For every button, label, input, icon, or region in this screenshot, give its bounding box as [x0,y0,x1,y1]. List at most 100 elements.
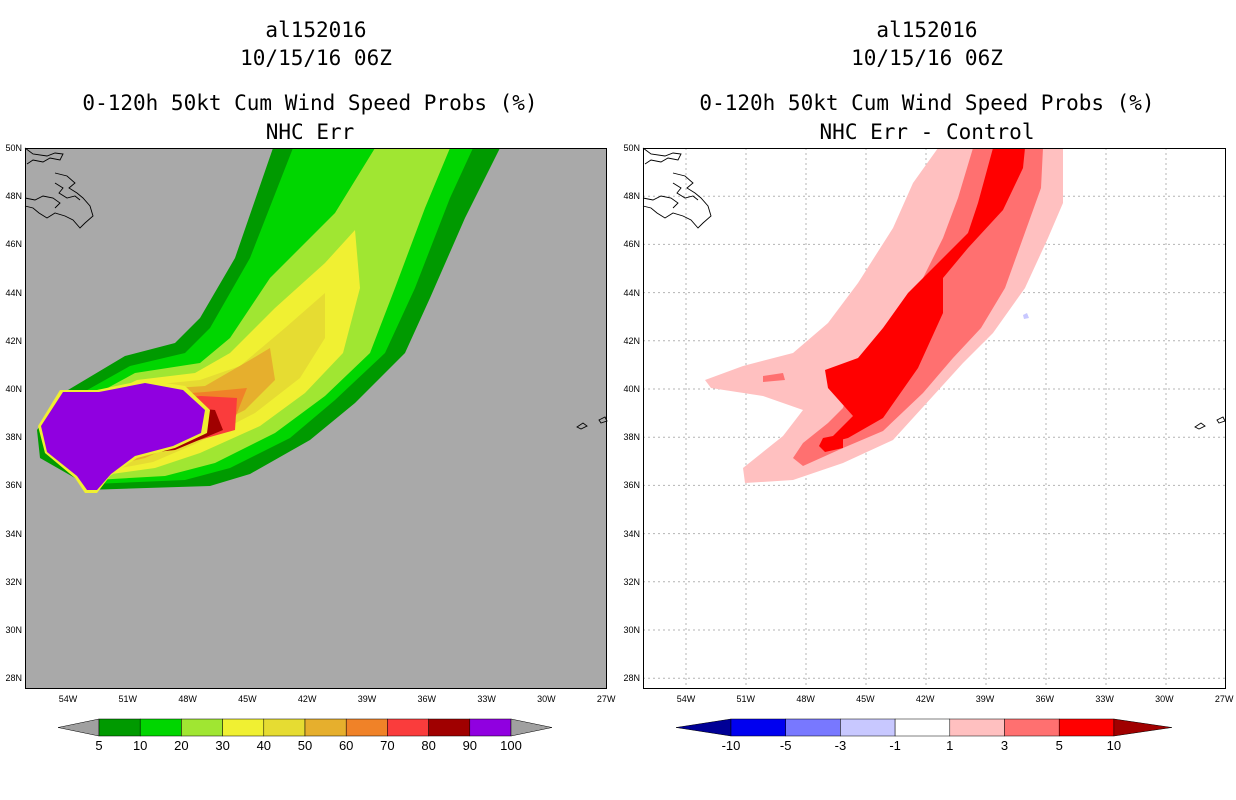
left-colorbar-label: 80 [421,738,436,753]
right-colorbar-label: -1 [889,738,901,753]
lat-tick-label: 46N [623,239,640,250]
right-colorbar-label: 1 [946,738,954,753]
lon-tick-label: 42W [297,694,317,704]
right-title-date: 10/15/16 06Z [851,46,1003,70]
left-colorbar-swatch [428,718,471,737]
left-colorbar-label: 5 [95,738,103,753]
left-title-date: 10/15/16 06Z [240,46,392,70]
left-colorbar-swatch [387,718,429,737]
left-colorbar-label: 20 [174,738,189,753]
right-colorbar-swatch [1004,718,1060,737]
left-colorbar-swatch [345,718,388,737]
left-map-panel [24,147,608,689]
right-colorbar-label: 10 [1106,738,1122,753]
lat-tick-label: 48N [623,191,640,202]
lon-tick-label: 33W [477,694,496,704]
lon-tick-label: 30W [1155,694,1174,704]
lat-tick-label: 32N [5,576,22,587]
right-colorbar-swatch [785,718,841,737]
left-colorbar-swatch [98,718,141,737]
lon-tick-label: 54W [676,694,696,704]
lat-tick-label: 40N [5,384,22,394]
right-title-product: 0-120h 50kt Cum Wind Speed Probs (%) [699,91,1155,115]
left-map-border [25,148,607,689]
left-title-product: 0-120h 50kt Cum Wind Speed Probs (%) [82,91,538,115]
lat-tick-label: 30N [5,625,22,635]
newfoundland-coastline [642,147,712,229]
lat-tick-label: 28N [5,673,22,684]
lon-tick-label: 33W [1095,694,1114,704]
right-colorbar [675,718,1172,737]
lat-tick-label: 42N [623,335,640,346]
right-colorbar-low-arrow [675,718,732,737]
lon-tick-label: 45W [238,694,257,704]
lon-tick-label: 54W [58,694,78,704]
azores-islands [576,416,608,430]
left-colorbar-low-arrow [57,718,100,737]
lat-tick-label: 32N [623,576,640,587]
lon-tick-label: 36W [1035,694,1055,704]
left-colorbar-label: 90 [462,738,478,753]
right-colorbar-label: -5 [779,738,792,753]
contour-minus-1-patch [1023,313,1029,319]
right-map-border [643,148,1226,689]
left-title-subtitle: NHC Err [265,120,355,144]
lat-lon-gridlines [643,148,1226,689]
right-colorbar-label: 5 [1055,738,1063,753]
contour-plus-3-patch [763,373,785,382]
lat-tick-label: 44N [5,287,22,298]
lon-tick-label: 48W [178,694,197,704]
lat-tick-label: 50N [623,143,640,153]
right-colorbar-swatch [894,718,951,737]
left-title-storm-id: al152016 [265,18,367,42]
left-colorbar [57,718,553,737]
lon-tick-label: 39W [357,694,377,704]
right-colorbar-swatch [949,718,1005,737]
right-difference-map [642,147,1226,689]
lat-tick-label: 34N [5,528,22,539]
contour-plus-5 [825,148,1025,444]
right-colorbar-swatch [1058,718,1115,737]
left-colorbar-swatch [139,718,182,737]
lat-tick-label: 42N [5,335,22,346]
contour-90 [41,383,205,490]
lat-tick-label: 46N [5,239,22,250]
lon-tick-label: 42W [915,694,935,704]
lat-tick-label: 34N [623,528,640,539]
lon-tick-label: 36W [417,694,437,704]
left-colorbar-label: 40 [256,738,272,753]
lat-tick-label: 50N [5,143,22,153]
lat-tick-label: 38N [5,432,22,443]
lat-tick-label: 48N [5,191,22,202]
newfoundland-coastline [24,147,94,229]
left-colorbar-label: 10 [132,738,148,753]
lat-tick-label: 36N [5,480,22,491]
lon-tick-label: 30W [537,694,556,704]
lat-tick-label: 28N [623,673,640,684]
lat-tick-label: 44N [623,287,640,298]
lon-tick-label: 27W [1214,694,1234,704]
left-colorbar-label: 60 [338,738,354,753]
lon-tick-label: 51W [118,694,138,704]
right-title-subtitle: NHC Err - Control [819,120,1035,144]
lat-tick-label: 30N [623,625,640,635]
lat-tick-label: 40N [623,384,640,394]
left-colorbar-label: 50 [297,738,313,753]
right-colorbar-high-arrow [1113,718,1172,737]
contour-plus-5-patch [819,434,843,452]
lat-tick-label: 36N [623,480,640,491]
right-colorbar-swatch [840,718,896,737]
right-colorbar-swatch [730,718,786,737]
right-title-storm-id: al152016 [876,18,978,42]
left-colorbar-label: 30 [215,738,230,753]
left-probability-map [24,147,608,689]
right-colorbar-label: -10 [721,738,741,753]
left-colorbar-high-arrow [510,718,553,737]
left-colorbar-swatch [222,718,265,737]
right-colorbar-label: 3 [1000,738,1009,753]
left-colorbar-label: 70 [380,738,395,753]
left-colorbar-swatch [181,718,223,737]
left-colorbar-swatch [304,718,347,737]
right-colorbar-label: -3 [834,738,847,753]
lon-tick-label: 51W [736,694,756,704]
